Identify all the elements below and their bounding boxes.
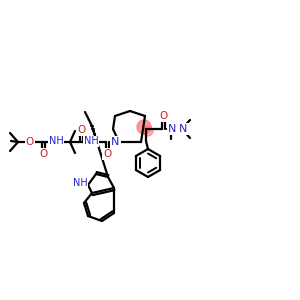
Text: NH: NH	[49, 136, 63, 146]
Circle shape	[143, 126, 153, 136]
Text: N: N	[168, 124, 177, 134]
Text: O: O	[159, 111, 167, 121]
Text: O: O	[39, 149, 47, 159]
Circle shape	[137, 120, 151, 134]
Text: O: O	[77, 125, 85, 135]
Text: N: N	[179, 124, 188, 134]
Text: O: O	[26, 137, 34, 147]
Text: O: O	[103, 149, 111, 159]
Text: NH: NH	[84, 136, 98, 146]
Text: NH: NH	[73, 178, 87, 188]
Text: N: N	[111, 137, 120, 147]
